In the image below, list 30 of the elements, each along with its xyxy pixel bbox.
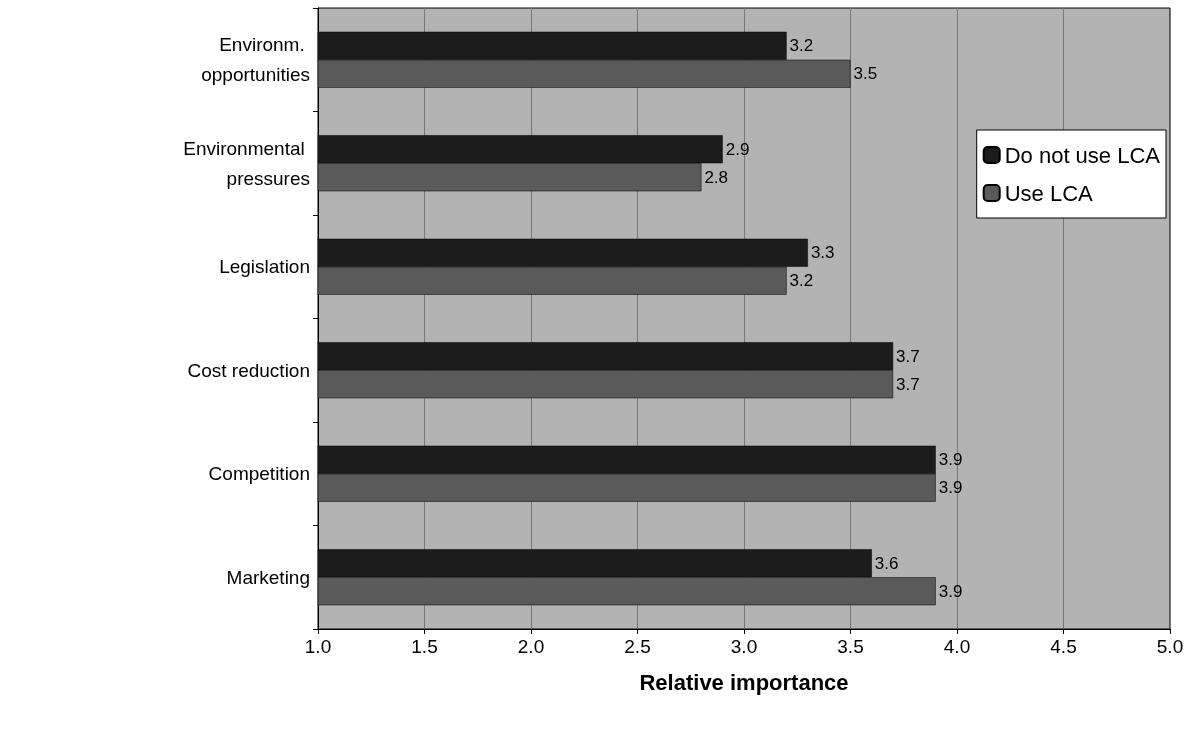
data-label: 2.8 — [704, 167, 729, 187]
x-tick-label: 4.5 — [1050, 636, 1077, 657]
y-tick-label: Legislation — [219, 256, 310, 278]
y-tick-label: Environmental pressures — [183, 137, 310, 189]
x-tick-label: 3.0 — [730, 636, 758, 657]
x-tick-label: 1.0 — [304, 636, 332, 657]
y-tick-label: Environm. opportunities — [201, 34, 310, 86]
x-tick-label: 3.5 — [837, 636, 864, 657]
y-tick-label: Marketing — [226, 566, 310, 588]
x-tick-label: 2.5 — [624, 636, 651, 657]
data-label: 3.9 — [938, 581, 963, 601]
data-label: 3.3 — [810, 243, 835, 263]
data-label: 3.7 — [896, 346, 920, 366]
y-tick-label: Cost reduction — [187, 359, 310, 381]
x-tick-label: 4.0 — [943, 636, 971, 657]
data-label: 3.9 — [938, 450, 963, 470]
data-label: 2.9 — [725, 139, 750, 159]
x-tick-label: 5.0 — [1156, 636, 1184, 657]
data-label: 3.5 — [853, 64, 878, 84]
x-tick-label: 2.0 — [517, 636, 545, 657]
data-label: 3.2 — [789, 271, 814, 291]
x-tick-label: 1.5 — [411, 636, 438, 657]
data-label: 3.6 — [874, 553, 899, 573]
data-label: 3.9 — [938, 478, 963, 498]
data-label: 3.7 — [896, 374, 920, 394]
legend-label: Do not use LCA — [1004, 142, 1161, 168]
legend-label: Use LCA — [1004, 180, 1094, 206]
x-axis-title: Relative importance — [639, 669, 849, 695]
y-tick-label: Competition — [208, 463, 310, 485]
data-label: 3.2 — [789, 36, 814, 56]
